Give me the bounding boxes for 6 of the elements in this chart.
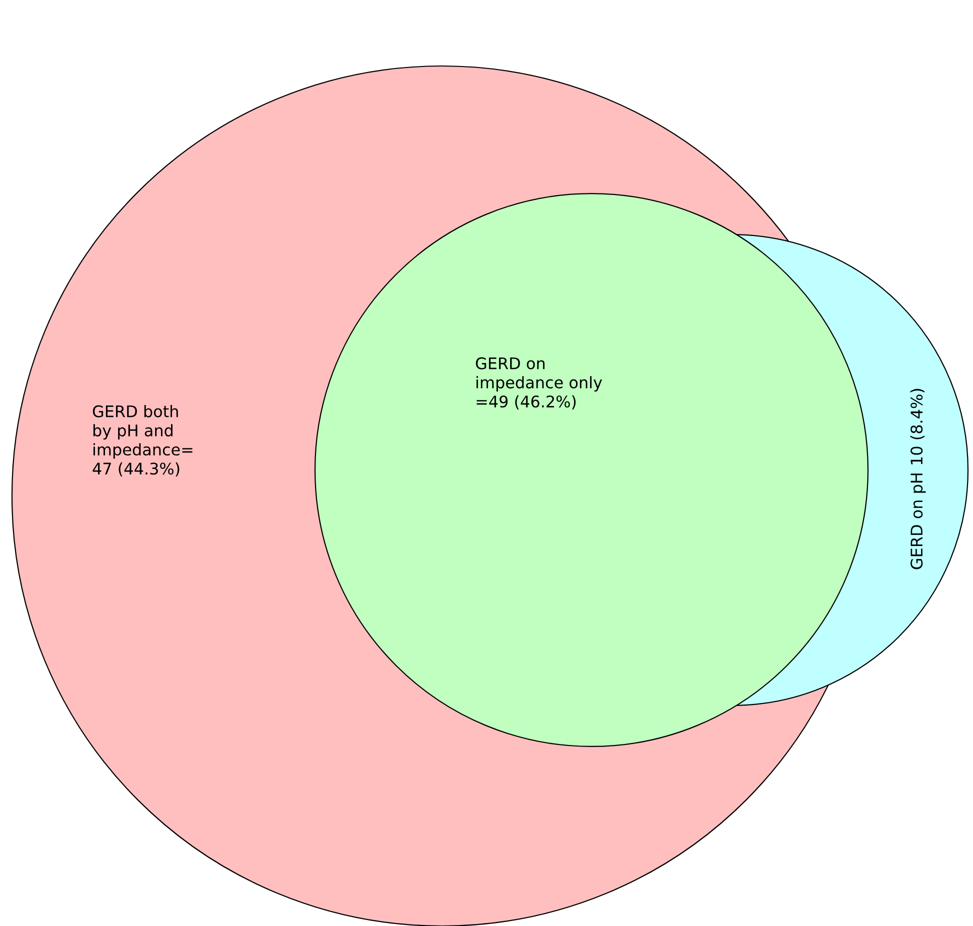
data-label: 47 (44.3%) <box>92 462 180 477</box>
data-label: =49 (46.2%) <box>476 395 576 410</box>
data-label: 10 (8.4%) <box>910 388 925 464</box>
category-label: GERD on impedance only <box>476 357 602 392</box>
category-label: GERD on pH <box>910 474 926 570</box>
category-label: GERD both by pH and impedance= <box>92 405 192 459</box>
